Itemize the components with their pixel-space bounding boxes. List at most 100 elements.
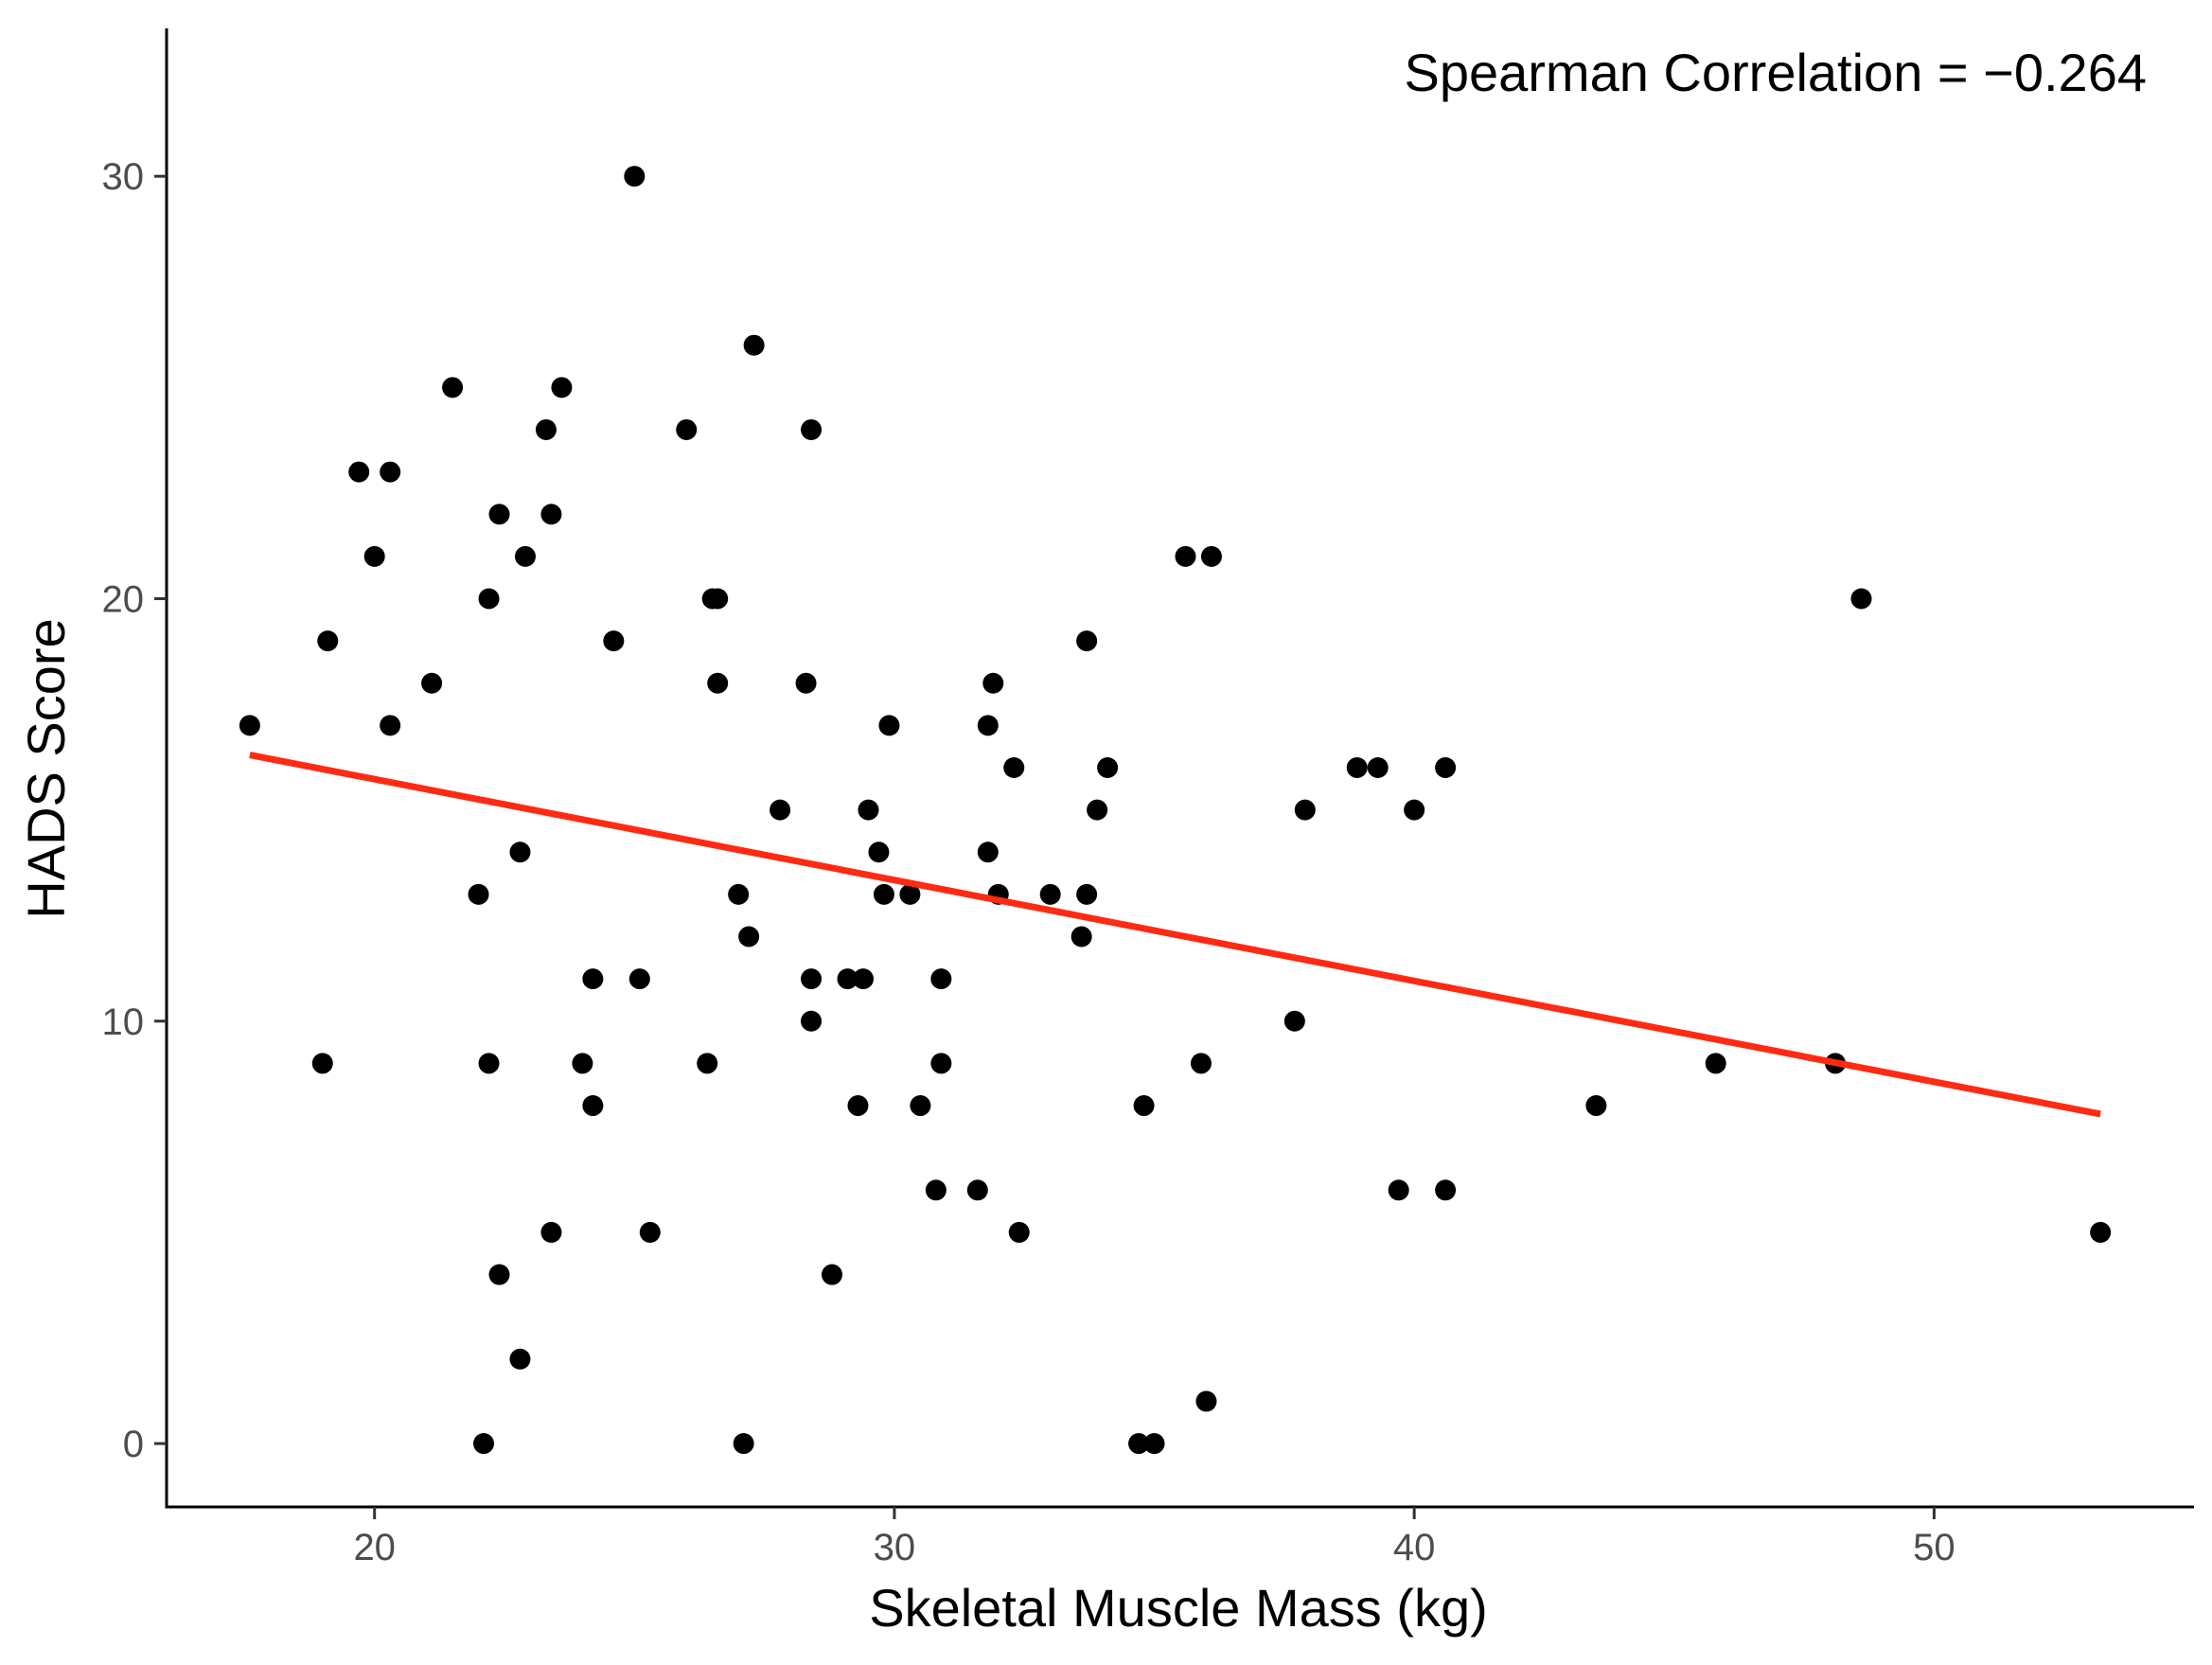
data-point (317, 630, 339, 652)
data-point (899, 883, 921, 905)
data-point (421, 672, 443, 694)
data-point (878, 715, 900, 736)
data-point (1143, 1433, 1165, 1455)
regression-line (249, 752, 2101, 1118)
data-point (363, 545, 385, 567)
data-point (852, 968, 874, 990)
y-tick-label: 0 (123, 1424, 144, 1465)
data-point (738, 926, 760, 948)
data-point (1076, 630, 1098, 652)
y-tick-label: 10 (102, 1001, 145, 1043)
data-point (639, 1221, 661, 1243)
data-point (572, 1053, 593, 1074)
data-point (977, 841, 999, 863)
data-point (707, 588, 729, 610)
data-point (311, 1053, 333, 1074)
data-point (858, 799, 879, 821)
data-point (488, 504, 510, 525)
data-point (1294, 799, 1316, 821)
data-point (1003, 757, 1025, 778)
axes-layer (165, 28, 2194, 1509)
data-point (925, 1179, 947, 1201)
x-tick-label: 30 (874, 1527, 916, 1568)
points-layer (239, 166, 2112, 1455)
data-point (1346, 757, 1368, 778)
x-tick-label: 20 (353, 1527, 396, 1568)
x-tick-label: 50 (1913, 1527, 1955, 1568)
data-point (697, 1053, 718, 1074)
data-point (1133, 1095, 1155, 1117)
x-axis-title: Skeletal Muscle Mass (kg) (869, 1578, 1488, 1638)
data-point (478, 588, 500, 610)
data-point (795, 672, 817, 694)
data-point (966, 1179, 988, 1201)
data-point (1435, 757, 1457, 778)
data-point (1705, 1053, 1726, 1074)
fit-line-layer (249, 752, 2101, 1118)
data-point (822, 1264, 843, 1285)
data-point (1283, 1010, 1305, 1032)
correlation-annotation: Spearman Correlation = −0.264 (1405, 43, 2148, 102)
data-point (468, 883, 489, 905)
data-point (540, 1221, 562, 1243)
data-point (733, 1433, 754, 1455)
data-point (1585, 1095, 1607, 1117)
data-point (801, 968, 823, 990)
data-point (603, 630, 625, 652)
data-point (1367, 757, 1389, 778)
data-point (509, 1348, 531, 1370)
data-point (628, 968, 650, 990)
data-point (1097, 757, 1119, 778)
data-point (1404, 799, 1425, 821)
y-tick-label: 20 (102, 578, 145, 620)
x-tick-label: 40 (1393, 1527, 1436, 1568)
data-point (1388, 1179, 1409, 1201)
data-point (930, 968, 952, 990)
data-point (847, 1095, 869, 1117)
ticks-layer: 20 30 40 50 0 10 20 30 (102, 156, 1955, 1568)
data-point (743, 334, 765, 356)
data-point (624, 166, 646, 187)
data-point (868, 841, 890, 863)
data-point (676, 418, 698, 440)
y-axis-title: HADS Score (16, 618, 76, 918)
data-point (1087, 799, 1108, 821)
data-point (442, 377, 464, 399)
data-point (488, 1264, 510, 1285)
y-tick-label: 30 (102, 156, 145, 198)
data-point (707, 672, 729, 694)
data-point (509, 841, 531, 863)
data-point (540, 504, 562, 525)
data-point (977, 715, 999, 736)
data-point (1200, 545, 1222, 567)
data-point (1195, 1390, 1217, 1412)
data-point (982, 672, 1004, 694)
data-point (770, 799, 791, 821)
data-point (837, 968, 858, 990)
data-point (728, 883, 750, 905)
data-point (582, 1095, 604, 1117)
data-point (1175, 545, 1196, 567)
data-point (535, 418, 557, 440)
data-point (1076, 883, 1098, 905)
data-point (514, 545, 536, 567)
data-point (1128, 1433, 1150, 1455)
data-point (930, 1053, 952, 1074)
data-point (473, 1433, 495, 1455)
data-point (1039, 883, 1061, 905)
data-point (380, 715, 401, 736)
data-point (551, 377, 573, 399)
data-point (1071, 926, 1092, 948)
data-point (348, 461, 370, 483)
data-point (1435, 1179, 1457, 1201)
data-point (801, 1010, 823, 1032)
data-point (1190, 1053, 1212, 1074)
data-point (801, 418, 823, 440)
data-point (1850, 588, 1872, 610)
data-point (380, 461, 401, 483)
data-point (1008, 1221, 1030, 1243)
data-point (873, 883, 894, 905)
data-point (239, 715, 260, 736)
